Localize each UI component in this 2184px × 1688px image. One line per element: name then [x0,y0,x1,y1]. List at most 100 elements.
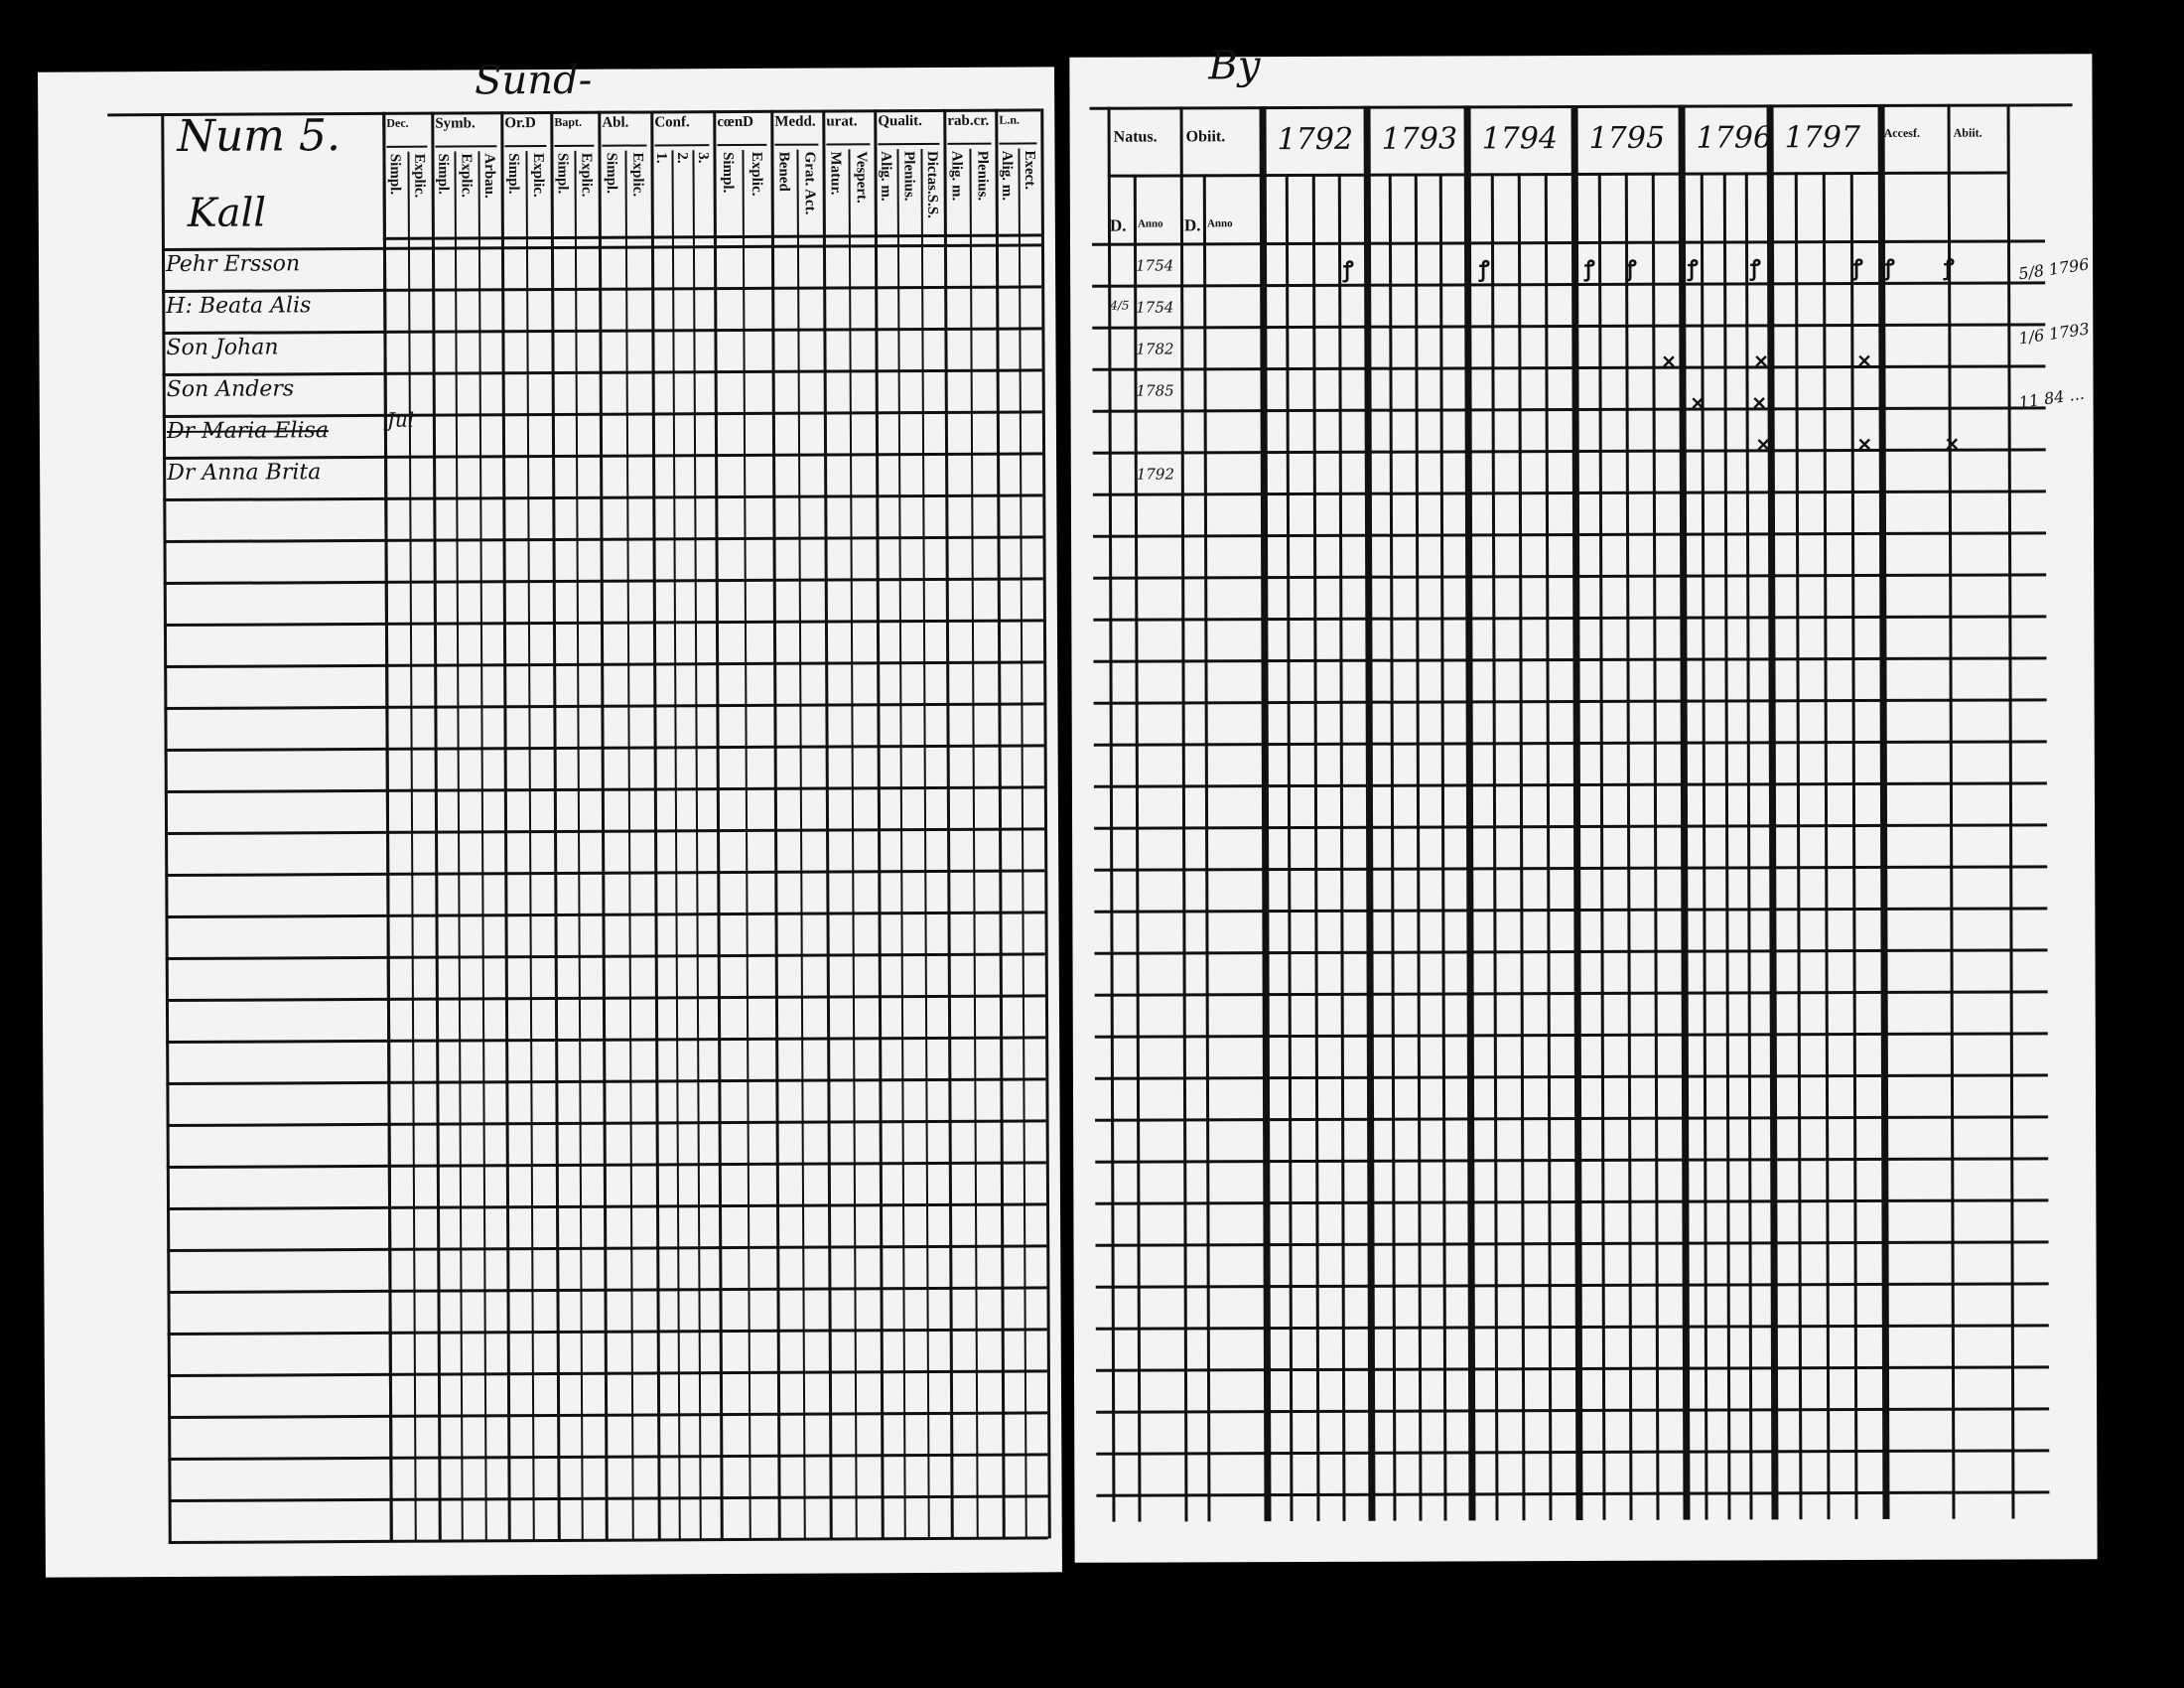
row-rule [1095,1157,2049,1164]
sub-column-header: Simpl. [554,152,571,195]
year-sub-column [1701,172,1708,1520]
column-header: 1797 [1784,120,1861,156]
group-underline [602,144,647,147]
row-rule [1096,1490,2050,1497]
row-rule [1092,281,2046,288]
column-header: Accesf. [1883,125,1920,140]
column-border [1259,106,1272,1522]
group-underline [554,144,595,147]
year-sub-column [1651,172,1660,1520]
sub-column-header: 1. [652,152,670,164]
birth-year: 1782 [1136,340,1174,358]
household-member-name: Dr Anna Brita [167,460,322,487]
examination-mark-icon: ꝭ [1688,255,1699,282]
column-group-border [550,110,561,1541]
column-header: 1794 [1481,121,1559,157]
group-underline [504,145,547,148]
obiit-day-label: D. [1183,215,1201,235]
year-sub-column [1337,173,1346,1521]
column-header: 1795 [1588,120,1666,156]
row-rule [1092,490,2046,496]
column-border [2006,103,2015,1519]
sub-column-header: Explic. [411,153,428,199]
column-border [1678,104,1691,1520]
column-border [1107,106,1116,1522]
row-rule [1094,823,2048,830]
row-rule [1093,615,2047,622]
row-rule [1093,781,2047,788]
examination-mark-icon: ꝭ [1584,255,1595,282]
row-rule [1093,531,2047,538]
cross-mark-icon: ✕ [1690,393,1706,415]
year-sub-column [1722,172,1731,1520]
birth-year: 1754 [1136,298,1174,317]
row-rule [1095,1365,2049,1372]
row-rule [1096,1449,2050,1456]
group-underline [654,144,710,147]
column-group-header: Conf. [654,114,690,131]
sub-column-header: 2. [673,152,691,164]
sub-column-header: Simpl. [504,153,522,195]
column-header: 1792 [1277,121,1354,158]
row-rule [1095,1198,2049,1205]
examination-mark-icon: ꝭ [1343,256,1354,283]
parish-title-right: By [1208,43,1261,89]
birth-year: 1792 [1136,465,1175,484]
top-rule [1089,103,2073,110]
obiit-year-label: Anno [1206,217,1233,230]
year-sub-column [1286,174,1294,1522]
column-border [1766,104,1779,1520]
natus-year-label: Anno [1137,217,1163,230]
row-rule [1093,573,2047,580]
margin-note: 5/8 1796 [2017,254,2091,284]
year-sub-column [1597,172,1606,1520]
sub-column-header: Simpl. [435,153,452,195]
sub-column-header: Exect. [1021,150,1038,191]
column-header: Abiit. [1953,125,1982,140]
row-rule [1092,323,2046,330]
column-border [1363,105,1376,1521]
group-underline [717,143,767,147]
row-rule [1094,948,2048,955]
year-sub-column [1822,172,1831,1520]
column-header: Natus. [1113,128,1158,146]
sub-column-header: Matur. [827,151,844,196]
cross-mark-icon: ✕ [1856,351,1872,373]
column-group-border [500,111,511,1542]
natus-day-label: D. [1109,215,1127,235]
sub-column-header: Explic. [578,152,595,198]
column-border [1463,105,1476,1521]
group-underline [435,145,497,148]
household-number: Num 5. [177,110,341,162]
header-bottom-rule [382,233,1041,240]
column-group-border [382,111,393,1542]
row-rule [1096,1407,2050,1414]
row-rule [1094,990,2048,997]
year-sub-column [1794,172,1803,1520]
column-header: Obiit. [1185,128,1226,146]
row-rule [1093,698,2047,705]
row-rule [1095,1240,2049,1247]
household-member-name: Son Johan [166,335,279,361]
cross-mark-icon: ✕ [1944,434,1960,456]
column-group-border [713,110,724,1541]
sub-column-header: Alig. m. [878,151,894,202]
right-page: By Natus. Obiit. 1792 1793 1794 1795 1796 1797 A… [1069,43,2098,1563]
year-sub-column [1414,173,1423,1521]
row-rule [1095,1282,2049,1289]
birth-year: 1754 [1136,256,1174,275]
row-rule [1094,907,2048,914]
birth-day: 4/5 [1110,298,1130,313]
column-group-header: urat. [826,113,858,130]
column-group-header: L.n. [999,112,1021,127]
year-sub-column [1849,172,1858,1520]
sub-column-header: Explic. [748,151,765,197]
year-sub-column [1744,172,1753,1520]
column-group-border [822,109,833,1540]
row-rule [1094,1073,2048,1080]
row-rule [1094,865,2048,872]
column-border [1179,106,1188,1522]
left-page: Sund- Num 5. Kall Jul Dec. Simpl. Explic. S… [38,58,1062,1578]
group-underline [947,142,992,145]
group-underline [878,142,940,146]
